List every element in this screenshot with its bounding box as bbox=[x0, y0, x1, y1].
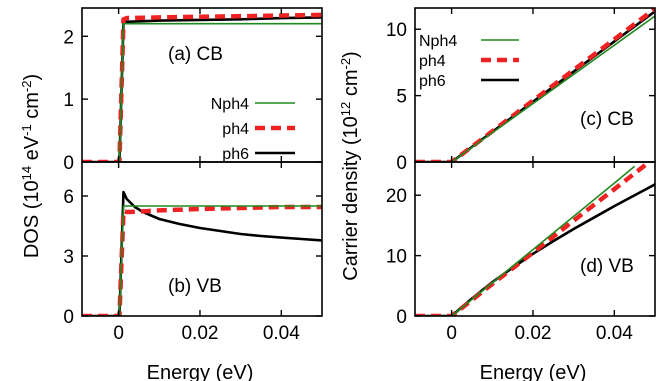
series-line-nph4-a bbox=[82, 22, 322, 162]
series-line-nph4-c bbox=[415, 15, 655, 162]
y-tick-label: 10 bbox=[386, 247, 407, 268]
y-tick-label: 0 bbox=[396, 307, 407, 328]
legend-label-ph6: ph6 bbox=[222, 146, 249, 163]
legend-label-ph4: ph4 bbox=[419, 53, 446, 70]
plot-frame-b bbox=[81, 161, 323, 317]
left-x-axis-title: Energy (eV) bbox=[147, 362, 254, 381]
y-tick-label: 0 bbox=[396, 153, 407, 174]
panel-b: 0 3 6 0 0.02 0.04 (b) VB bbox=[63, 161, 323, 344]
series-line-ph4-a bbox=[82, 12, 322, 162]
series-group-d bbox=[415, 162, 655, 316]
series-line-ph4-b bbox=[82, 204, 322, 316]
x-tick-label: 0.02 bbox=[514, 323, 551, 344]
legend: Nph4 ph4 ph6 bbox=[419, 33, 519, 90]
legend-label-ph4: ph4 bbox=[222, 121, 249, 138]
panel-a: 0 1 2 (a) CB bbox=[63, 7, 323, 174]
legend-label-nph4: Nph4 bbox=[419, 33, 457, 50]
series-line-ph6-c bbox=[415, 10, 655, 162]
series-line-nph4-d bbox=[415, 165, 636, 316]
series-line-ph4-c bbox=[415, 8, 655, 162]
y-tick-label: 2 bbox=[63, 27, 74, 48]
right-y-axis-title: Carrier density (1012 cm-2) bbox=[338, 51, 363, 280]
plot-frame-a bbox=[81, 7, 323, 163]
plot-frame-c bbox=[414, 7, 656, 163]
y-tick-label: 0 bbox=[63, 153, 74, 174]
left-y-axis-title: DOS (1014 eV-1 cm-2) bbox=[19, 74, 44, 258]
legend-label-nph4: Nph4 bbox=[211, 96, 249, 113]
series-line-ph6-a bbox=[82, 16, 322, 162]
x-tick-label: 0.04 bbox=[596, 323, 633, 344]
x-tick-label: 0.04 bbox=[263, 323, 300, 344]
plot-frame-d bbox=[414, 161, 656, 317]
series-group-a bbox=[82, 12, 322, 162]
y-tick-label: 0 bbox=[63, 307, 74, 328]
y-tick-label: 20 bbox=[386, 186, 407, 207]
y-tick-label: 6 bbox=[63, 187, 74, 208]
series-group-c bbox=[415, 8, 655, 162]
panel-label-c: (c) CB bbox=[580, 109, 634, 130]
series-group-b bbox=[82, 190, 322, 316]
y-tick-label: 5 bbox=[396, 87, 407, 108]
legend: Nph4 ph4 ph6 bbox=[211, 96, 295, 163]
series-line-nph4-b bbox=[82, 205, 322, 316]
y-tick-label: 10 bbox=[386, 20, 407, 41]
x-tick-label: 0.02 bbox=[181, 323, 218, 344]
right-x-axis-title: Energy (eV) bbox=[480, 362, 587, 381]
y-tick-label: 3 bbox=[63, 247, 74, 268]
legend-label-ph6: ph6 bbox=[419, 73, 446, 90]
series-line-ph4-d bbox=[415, 162, 649, 316]
panel-label-a: (a) CB bbox=[168, 44, 223, 65]
x-tick-label: 0 bbox=[113, 323, 124, 344]
series-line-ph6-d bbox=[415, 183, 655, 316]
panel-label-b: (b) VB bbox=[168, 276, 222, 297]
y-tick-label: 1 bbox=[63, 90, 74, 111]
panel-d: 0 10 20 0 0.02 0.04 (d) VB bbox=[386, 161, 656, 344]
panel-label-d: (d) VB bbox=[580, 256, 634, 277]
x-tick-label: 0 bbox=[446, 323, 457, 344]
